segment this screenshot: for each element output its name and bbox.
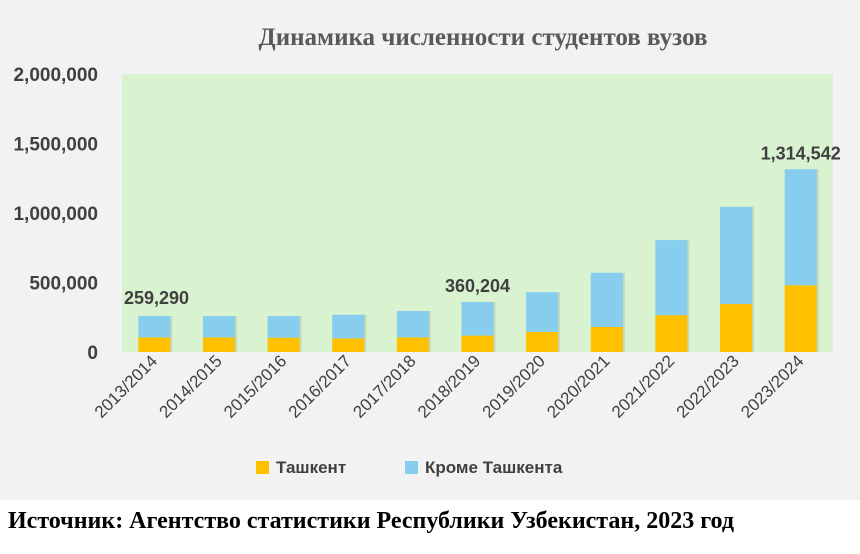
legend: Ташкент Кроме Ташкента [256,458,563,477]
stacked-bar-chart: Динамика численности студентов вузов 0 50… [13,24,841,477]
bar-tashkent-2022-2023 [720,304,753,352]
bar-shadow [364,314,367,339]
bar-outside-tashkent-2018-2019 [461,301,494,336]
legend-label: Ташкент [276,458,346,477]
bar-tashkent-2023-2024 [784,285,817,352]
source-note: Источник: Агентство статистики Республик… [8,508,734,534]
chart-frame: Динамика численности студентов вузов 0 50… [0,0,860,500]
x-tick-label: 2021/2022 [608,351,678,421]
bar-tashkent-2014-2015 [202,337,235,352]
bar-outside-tashkent-2021-2022 [655,240,688,316]
bars-layer [138,169,819,352]
legend-swatch [405,461,418,474]
x-axis: 2013/20142014/20152015/20162016/20172017… [91,351,808,421]
y-tick-label: 1,000,000 [13,204,98,225]
bar-tashkent-2016-2017 [332,338,365,352]
bar-shadow [299,316,302,338]
x-tick-label: 2016/2017 [285,351,355,421]
bar-tashkent-2015-2016 [267,337,300,352]
x-tick-label: 2018/2019 [414,351,484,421]
x-tick-label: 2020/2021 [543,351,613,421]
bar-outside-tashkent-2019-2020 [526,292,559,332]
y-tick-label: 0 [87,343,98,364]
annotations-layer: 259,290 360,204 1,314,542 [124,143,841,308]
bar-shadow [816,285,819,352]
bar-shadow [816,169,819,286]
bar-shadow [558,292,561,332]
x-tick-label: 2013/2014 [91,351,161,421]
bar-shadow [687,315,690,352]
bar-shadow [234,316,237,338]
bar-outside-tashkent-2016-2017 [332,314,365,339]
bar-shadow [622,272,625,327]
bar-tashkent-2013-2014 [138,337,171,352]
total-callout: 259,290 [124,288,189,308]
total-callout: 360,204 [445,276,510,296]
bar-tashkent-2021-2022 [655,315,688,352]
x-tick-label: 2014/2015 [156,351,226,421]
bar-shadow [170,337,173,352]
bar-outside-tashkent-2023-2024 [784,169,817,286]
total-callout: 1,314,542 [761,143,841,163]
bar-shadow [622,326,625,352]
bar-shadow [493,335,496,352]
bar-shadow [170,315,173,338]
y-tick-label: 1,500,000 [13,135,98,156]
x-tick-label: 2019/2020 [479,351,549,421]
bar-outside-tashkent-2013-2014 [138,315,171,338]
bar-outside-tashkent-2022-2023 [720,206,753,305]
bar-tashkent-2017-2018 [396,337,429,352]
chart-title: Динамика численности студентов вузов [259,24,708,51]
y-tick-label: 2,000,000 [13,65,98,86]
bar-shadow [364,338,367,352]
bar-tashkent-2018-2019 [461,335,494,352]
x-tick-label: 2015/2016 [220,351,290,421]
bar-outside-tashkent-2014-2015 [202,316,235,338]
x-tick-label: 2022/2023 [673,351,743,421]
bar-tashkent-2020-2021 [590,326,623,352]
legend-swatch [256,461,269,474]
bar-tashkent-2019-2020 [526,331,559,352]
bar-shadow [752,304,755,352]
bar-shadow [752,206,755,305]
x-tick-label: 2017/2018 [349,351,419,421]
bar-outside-tashkent-2020-2021 [590,272,623,327]
bar-shadow [687,240,690,316]
bar-shadow [558,331,561,352]
bar-shadow [428,337,431,352]
bar-shadow [299,337,302,352]
x-tick-label: 2023/2024 [737,351,807,421]
y-tick-label: 500,000 [29,274,98,295]
bar-shadow [428,310,431,338]
legend-label: Кроме Ташкента [425,458,563,477]
bar-shadow [493,301,496,336]
bar-shadow [234,337,237,352]
bar-outside-tashkent-2015-2016 [267,316,300,338]
y-axis: 0 500,000 1,000,000 1,500,000 2,000,000 [13,65,98,364]
bar-outside-tashkent-2017-2018 [396,310,429,338]
